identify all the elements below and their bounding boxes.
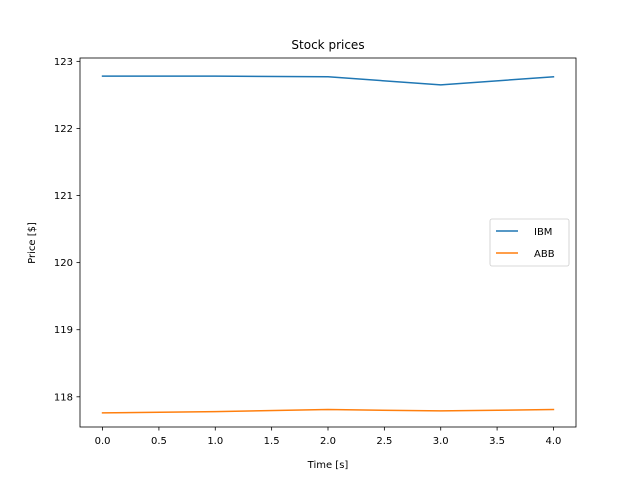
x-tick-label: 4.0 bbox=[546, 436, 562, 447]
legend-label-abb: ABB bbox=[534, 249, 555, 260]
y-tick-label: 118 bbox=[54, 392, 73, 403]
x-tick-label: 0.0 bbox=[95, 436, 111, 447]
y-tick-label: 120 bbox=[54, 258, 73, 269]
chart-title: Stock prices bbox=[291, 38, 364, 52]
x-tick-label: 3.5 bbox=[489, 436, 505, 447]
legend-box bbox=[489, 218, 570, 267]
x-tick-label: 1.0 bbox=[207, 436, 223, 447]
y-axis-label: Price [$] bbox=[27, 222, 38, 264]
x-axis-label: Time [s] bbox=[307, 460, 349, 471]
x-axis-ticks: 0.0 0.5 1.0 1.5 2.0 2.5 3.0 3.5 4.0 bbox=[95, 427, 562, 447]
y-axis-ticks: 118 119 120 121 122 123 bbox=[54, 57, 80, 403]
x-tick-label: 3.0 bbox=[433, 436, 449, 447]
series-layer bbox=[101, 75, 555, 414]
y-tick-label: 122 bbox=[54, 124, 73, 135]
x-tick-label: 1.5 bbox=[264, 436, 280, 447]
y-tick-label: 123 bbox=[54, 57, 73, 68]
x-tick-label: 2.0 bbox=[320, 436, 336, 447]
series-line-ibm bbox=[101, 75, 555, 86]
x-tick-label: 0.5 bbox=[151, 436, 167, 447]
legend: IBM ABB bbox=[489, 218, 570, 267]
legend-label-ibm: IBM bbox=[534, 227, 552, 238]
series-line-abb bbox=[101, 408, 555, 414]
y-tick-label: 121 bbox=[54, 191, 73, 202]
y-tick-label: 119 bbox=[54, 325, 73, 336]
x-tick-label: 2.5 bbox=[376, 436, 392, 447]
